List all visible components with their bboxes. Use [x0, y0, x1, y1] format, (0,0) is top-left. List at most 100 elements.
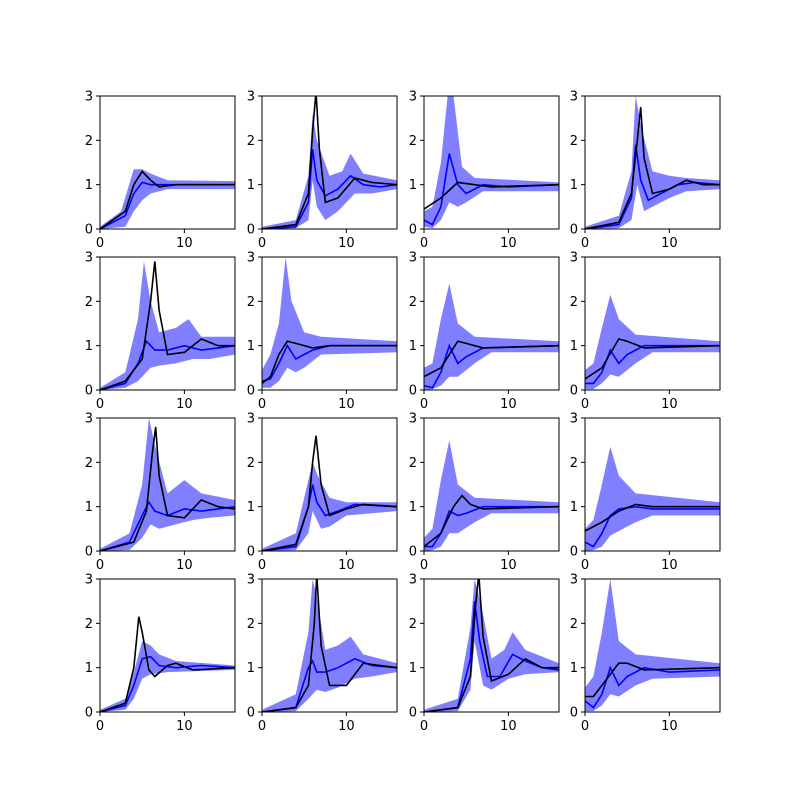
y-tick-label: 3: [85, 251, 93, 266]
reference-line: [585, 338, 720, 380]
predicted-line: [424, 601, 559, 712]
reference-line: [424, 494, 559, 548]
y-tick-label: 3: [570, 573, 578, 588]
y-tick-label: 3: [247, 90, 255, 105]
plot-area: [262, 579, 397, 712]
uncertainty-band: [585, 579, 720, 712]
y-tick-label: 1: [570, 661, 578, 676]
axes-frame: [423, 578, 560, 713]
reference-line: [262, 579, 397, 712]
y-tick-label: 3: [409, 251, 417, 266]
y-tick-label: 2: [570, 134, 578, 149]
predicted-line: [585, 505, 720, 548]
x-tick-label: 10: [338, 397, 355, 412]
axes-frame: [584, 417, 721, 552]
reference-line: [262, 340, 397, 385]
y-tick-label: 1: [409, 339, 417, 354]
y-tick-label: 1: [409, 500, 417, 515]
axes-frame: [99, 256, 236, 391]
y-tick-label: 1: [570, 500, 578, 515]
x-tick-label: 0: [581, 397, 589, 412]
plot-area: [585, 294, 720, 390]
y-tick-label: 1: [85, 178, 93, 193]
subplot-r3c4: 0 1 2 3 0 10: [570, 412, 721, 573]
x-tick-label: 0: [96, 558, 104, 573]
plot-area: [585, 579, 720, 712]
x-tick-label: 0: [96, 236, 104, 251]
plot-area: [424, 96, 559, 229]
y-tick-label: 1: [570, 178, 578, 193]
predicted-line: [100, 500, 235, 551]
plot-area: [100, 169, 235, 229]
x-tick-label: 0: [96, 719, 104, 734]
axes-frame: [261, 578, 398, 713]
plot-area: [100, 261, 235, 390]
y-tick-label: 2: [247, 617, 255, 632]
plot-area: [262, 435, 397, 551]
axes-frame: [261, 417, 398, 552]
reference-line: [262, 96, 397, 229]
x-tick-label: 0: [420, 719, 428, 734]
x-tick-label: 10: [500, 719, 517, 734]
uncertainty-band: [424, 283, 559, 390]
y-tick-label: 1: [409, 178, 417, 193]
y-tick-label: 3: [247, 251, 255, 266]
x-tick-label: 0: [420, 236, 428, 251]
x-tick-label: 0: [258, 397, 266, 412]
subplot-r2c2: 0 1 2 3 0 10: [247, 251, 398, 412]
y-tick-label: 0: [570, 384, 578, 399]
subplot-r4c3: 0 1 2 3 0 10: [409, 573, 560, 734]
x-tick-label: 0: [258, 719, 266, 734]
x-tick-label: 0: [581, 558, 589, 573]
uncertainty-band: [100, 261, 235, 390]
reference-line: [424, 340, 559, 378]
x-tick-label: 10: [176, 719, 193, 734]
axes-frame: [584, 578, 721, 713]
y-tick-label: 3: [85, 90, 93, 105]
plot-area: [100, 418, 235, 551]
y-tick-label: 2: [85, 456, 93, 471]
x-tick-label: 0: [581, 719, 589, 734]
uncertainty-band: [262, 462, 397, 551]
y-tick-label: 2: [409, 617, 417, 632]
y-tick-label: 0: [85, 223, 93, 238]
y-tick-label: 2: [85, 617, 93, 632]
y-tick-label: 3: [409, 573, 417, 588]
x-tick-label: 10: [338, 719, 355, 734]
plot-area: [424, 283, 559, 390]
axes-frame: [99, 95, 236, 230]
x-tick-label: 10: [500, 236, 517, 251]
plot-area: [424, 579, 559, 712]
predicted-line: [262, 657, 397, 712]
y-tick-label: 0: [247, 706, 255, 721]
axes-frame: [423, 95, 560, 230]
x-tick-label: 10: [661, 397, 678, 412]
x-tick-label: 0: [258, 236, 266, 251]
y-tick-label: 0: [409, 384, 417, 399]
y-tick-label: 3: [247, 412, 255, 427]
uncertainty-band: [262, 579, 397, 712]
predicted-line: [585, 665, 720, 709]
uncertainty-band: [262, 113, 397, 229]
y-tick-label: 3: [85, 412, 93, 427]
y-tick-label: 1: [570, 339, 578, 354]
uncertainty-band: [585, 96, 720, 229]
reference-line: [100, 616, 235, 712]
subplot-r4c4: 0 1 2 3 0 10: [570, 573, 721, 734]
x-tick-label: 10: [500, 397, 517, 412]
plot-area: [585, 96, 720, 229]
uncertainty-band: [585, 294, 720, 390]
uncertainty-band: [585, 446, 720, 551]
y-tick-label: 2: [409, 456, 417, 471]
subplot-r1c1: 0 1 2 3 0 10: [85, 90, 236, 251]
y-tick-label: 0: [409, 706, 417, 721]
reference-line: [100, 170, 235, 229]
y-tick-label: 1: [85, 661, 93, 676]
y-tick-label: 0: [409, 545, 417, 560]
uncertainty-band: [424, 440, 559, 551]
plot-area: [262, 257, 397, 388]
y-tick-label: 3: [570, 251, 578, 266]
y-tick-label: 0: [85, 545, 93, 560]
subplot-r1c4: 0 1 2 3 0 10: [570, 90, 721, 251]
